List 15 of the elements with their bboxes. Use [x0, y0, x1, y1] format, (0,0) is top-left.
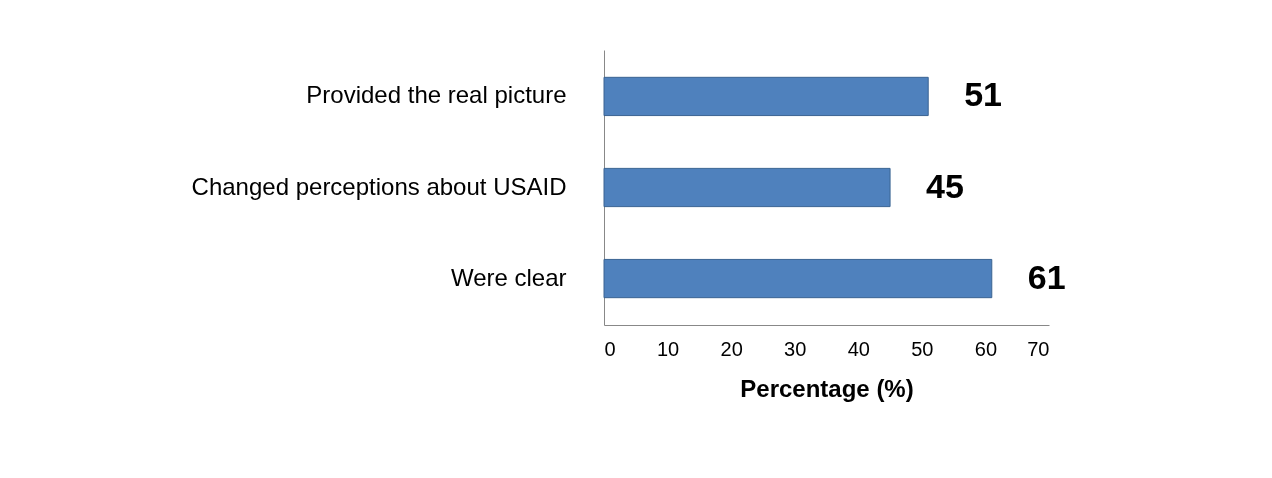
x-tick-label: 40: [847, 337, 870, 360]
y-tick-label: Changed perceptions about USAID: [191, 172, 567, 200]
x-axis-title: Percentage (%): [740, 374, 914, 402]
y-tick-label: Were clear: [450, 263, 567, 291]
x-tick-label: 70: [1027, 337, 1050, 360]
x-tick-label: 20: [720, 337, 743, 360]
y-tick-label: Provided the real picture: [306, 81, 567, 109]
x-tick-label: 50: [911, 337, 934, 360]
x-tick-label: 10: [656, 337, 680, 360]
data-label: 61: [1027, 257, 1066, 296]
x-tick-label: 30: [784, 337, 807, 360]
data-label: 45: [926, 166, 964, 205]
x-tick-label: 0: [604, 337, 616, 360]
x-tick-label: 60: [974, 337, 998, 360]
data-label: 51: [964, 75, 1003, 114]
